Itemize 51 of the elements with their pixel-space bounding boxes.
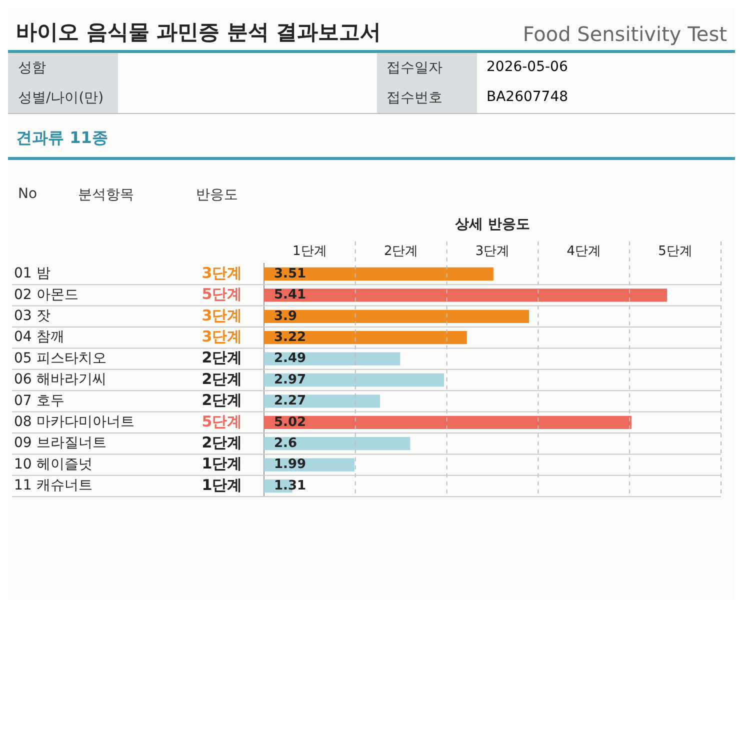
annotation: 5단계 bbox=[658, 244, 692, 259]
data-label: 1.99 bbox=[274, 457, 306, 472]
text: 견과류 11종 bbox=[15, 127, 109, 149]
y-tick-label: 08 마카다미아너트 bbox=[14, 414, 134, 430]
text: 성함 bbox=[8, 53, 118, 83]
text: 반응도 bbox=[196, 186, 238, 204]
text: 5단계 bbox=[202, 285, 242, 304]
annotation: 3단계 bbox=[475, 244, 510, 259]
text: 1단계 bbox=[202, 454, 242, 473]
text: 2단계 bbox=[202, 391, 242, 410]
text: BA2607748 bbox=[486, 88, 570, 107]
text: 성별/나이(만) bbox=[8, 83, 118, 113]
text: 2단계 bbox=[202, 370, 242, 388]
data-label: 1.31 bbox=[274, 478, 306, 494]
data-label: 3.9 bbox=[274, 308, 298, 324]
text: No bbox=[18, 186, 38, 202]
chart-title: 바이오 음식물 과민증 분석 결과보고서 bbox=[16, 19, 382, 46]
x-axis-title: 상세 반응도 bbox=[455, 216, 530, 233]
data-label: 2.6 bbox=[274, 436, 298, 451]
y-tick-label: 09 브라질너트 bbox=[14, 435, 106, 452]
data-label: 2.27 bbox=[274, 394, 306, 409]
y-tick-label: 06 해바라기씨 bbox=[14, 372, 106, 388]
data-label: 2.49 bbox=[274, 351, 306, 366]
text: 접수번호 bbox=[376, 83, 476, 113]
annotation: 4단계 bbox=[566, 244, 602, 259]
y-tick-label: 04 참깨 bbox=[14, 329, 64, 346]
text: 분석항목 bbox=[78, 186, 134, 204]
y-tick-label: 05 피스타치오 bbox=[14, 350, 106, 366]
text: 2단계 bbox=[202, 348, 242, 367]
y-tick-label: 07 호두 bbox=[14, 392, 64, 409]
data-label: 5.41 bbox=[274, 288, 306, 303]
data-label: 3.51 bbox=[274, 266, 306, 282]
annotation: 2단계 bbox=[384, 244, 418, 259]
y-tick-label: 10 헤이즐넛 bbox=[14, 456, 92, 472]
data-label: 3.22 bbox=[274, 330, 306, 345]
y-tick-label: 01 밤 bbox=[14, 266, 50, 282]
data-label: 2.97 bbox=[274, 372, 306, 388]
data-label: 5.02 bbox=[274, 414, 306, 430]
text: 접수일자 bbox=[376, 53, 476, 83]
text: 2단계 bbox=[202, 433, 242, 452]
y-tick-label: 03 잣 bbox=[14, 308, 50, 324]
text: 5단계 bbox=[202, 412, 242, 430]
chart-subtitle: Food Sensitivity Test bbox=[522, 22, 727, 46]
text: 3단계 bbox=[202, 306, 242, 324]
text: 1단계 bbox=[202, 476, 242, 494]
annotation: 1단계 bbox=[292, 244, 327, 259]
y-tick-label: 02 아몬드 bbox=[14, 286, 78, 303]
text: 3단계 bbox=[202, 327, 242, 346]
y-tick-label: 11 캐슈너트 bbox=[14, 478, 92, 494]
text: 3단계 bbox=[202, 264, 242, 282]
text: 2026-05-06 bbox=[486, 58, 569, 77]
